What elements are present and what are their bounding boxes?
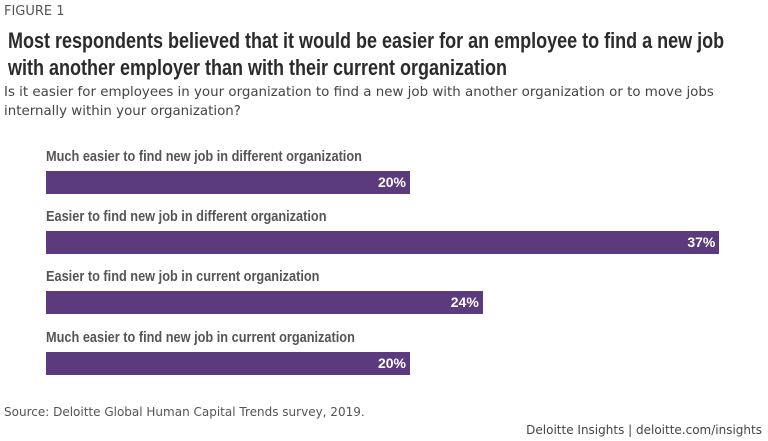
brand-footer: Deloitte Insights | deloitte.com/insight… bbox=[526, 423, 762, 437]
category-label: Much easier to find new job in current o… bbox=[46, 329, 355, 346]
data-label: 24% bbox=[450, 294, 479, 310]
bar: 24% bbox=[46, 291, 483, 314]
chart-subtitle: Is it easier for employees in your organ… bbox=[4, 85, 714, 119]
category-label: Easier to find new job in different orga… bbox=[46, 208, 327, 225]
data-label: 20% bbox=[377, 355, 406, 371]
bar: 20% bbox=[46, 171, 410, 194]
bar: 37% bbox=[46, 231, 720, 254]
source-note: Source: Deloitte Global Human Capital Tr… bbox=[4, 405, 365, 419]
data-label: 37% bbox=[687, 234, 716, 250]
data-label: 20% bbox=[377, 174, 406, 190]
bar: 20% bbox=[46, 352, 410, 375]
category-label: Easier to find new job in current organi… bbox=[46, 268, 320, 285]
figure-label: FIGURE 1 bbox=[4, 4, 65, 19]
category-label: Much easier to find new job in different… bbox=[46, 148, 362, 165]
chart-title: Most respondents believed that it would … bbox=[8, 28, 725, 80]
